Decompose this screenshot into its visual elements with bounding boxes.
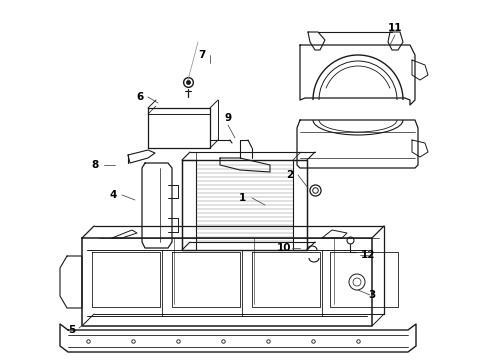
Text: 8: 8 [91,160,98,170]
Text: 5: 5 [69,325,75,335]
Text: 2: 2 [286,170,294,180]
Text: 7: 7 [198,50,206,60]
Text: 11: 11 [388,23,402,33]
Text: 1: 1 [238,193,245,203]
Text: 4: 4 [109,190,117,200]
Text: 9: 9 [224,113,232,123]
Text: 10: 10 [277,243,291,253]
Text: 6: 6 [136,92,144,102]
Text: 3: 3 [368,290,376,300]
Text: 12: 12 [361,250,375,260]
